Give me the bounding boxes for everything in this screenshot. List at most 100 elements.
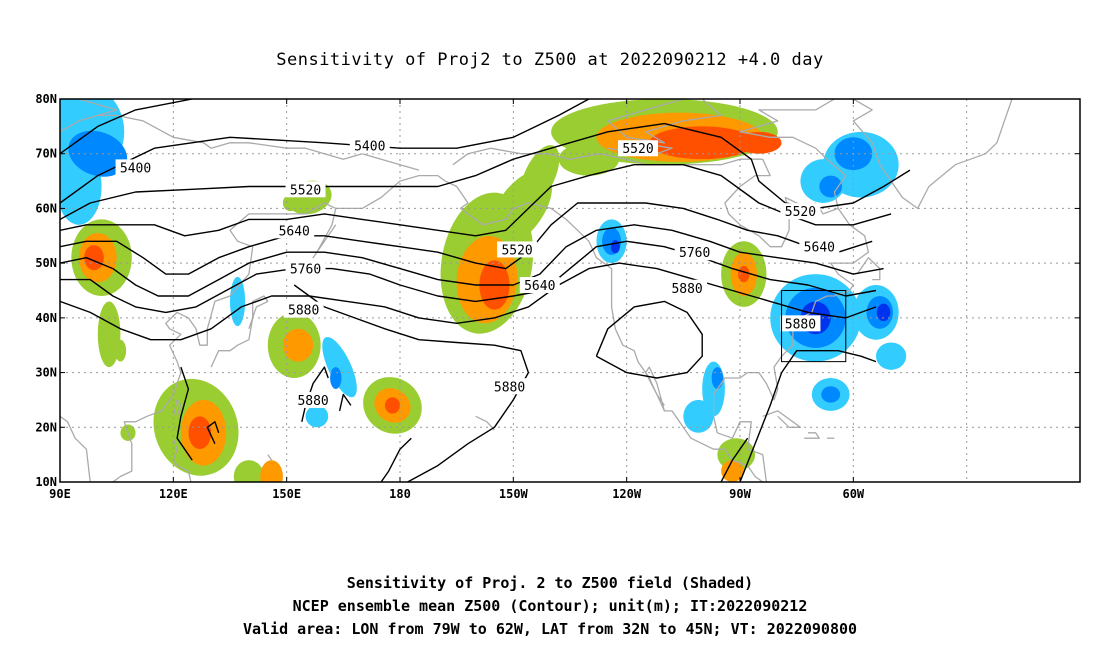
negative-sensitivity-blob [876,342,907,370]
negative-sensitivity-blob [322,336,357,398]
z500-contour-line [60,262,877,341]
sensitivity-shading [60,99,907,482]
positive-sensitivity-blob [114,339,127,362]
valid-area-rect [781,290,847,363]
contour-label: 5520 [501,243,532,258]
z500-contour-line [60,202,873,275]
positive-sensitivity-blob [649,126,756,160]
z500-contour-line [60,240,877,314]
negative-sensitivity-blob [305,405,329,428]
footer-line-2: NCEP ensemble mean Z500 (Contour); unit(… [292,597,808,615]
negative-sensitivity-blob [230,276,246,327]
lat-tick-label: 60N [35,201,57,215]
lat-tick-label: 80N [35,92,57,106]
lat-tick-label: 10N [35,475,57,489]
coastline [60,114,420,171]
positive-sensitivity-blob [282,328,314,362]
coastline [267,454,273,461]
lon-tick-label: 120E [159,487,188,501]
lon-tick-label: 90W [729,487,751,501]
contour-label-bg [274,222,315,239]
contour-label-bg [519,277,560,294]
positive-sensitivity-blob [721,460,744,482]
contour-label: 5880 [297,394,328,409]
map-title: Sensitivity of Proj2 to Z500 at 20220902… [276,50,824,70]
lon-tick-label: 60W [842,487,864,501]
contour-label-bg [285,181,326,198]
lon-tick-label: 180 [389,487,411,501]
contour-label-bg [667,279,708,296]
longitude-axis: 90E 120E 150E 180 150W 120W 90W 60W [49,99,865,501]
contour-label-bg [283,301,324,318]
coastline [78,99,118,117]
z500-contour-line [60,99,193,155]
negative-sensitivity-blob [876,303,891,322]
coastline [712,394,768,482]
contour-label: 5640 [804,241,835,256]
latitude-axis: 80N 70N 60N 50N 40N 30N 20N 10N [35,92,1080,489]
coastline [475,415,495,431]
positive-sensitivity-blob [84,245,104,271]
z500-contour-line [176,366,193,461]
contour-label-bg [285,260,326,277]
contour-label: 5520 [290,183,321,198]
plot-frame [59,98,1081,483]
negative-sensitivity-blob [819,175,843,198]
contour-label-bg [799,238,840,255]
positive-sensitivity-blob [260,460,283,482]
z500-contour-line [380,437,412,482]
coastline [644,366,666,412]
contour-label-bg [497,241,538,258]
contour-label-bg [293,391,334,408]
z500-contour-line [720,437,749,482]
contour-label-bg [674,244,715,261]
positive-sensitivity-blob [738,265,750,283]
lat-tick-label: 30N [35,366,57,380]
lon-tick-label: 150E [272,487,301,501]
lat-tick-label: 70N [35,147,57,161]
footer-line-3: Valid area: LON from 79W to 62W, LAT fro… [242,620,858,638]
coastline [172,399,182,417]
z500-contour-line [206,421,220,444]
coastline [335,174,446,210]
contour-label-bg [780,203,821,220]
z500-contour-line [595,300,703,379]
footer-line-1: Sensitivity of Proj. 2 to Z500 field (Sh… [346,574,754,592]
coastline [452,147,763,166]
contour-label: 5400 [354,140,385,155]
coastline [112,202,337,482]
contour-label: 5400 [120,161,151,176]
negative-sensitivity-blob [330,367,342,389]
z500-contour-line [739,350,877,482]
contour-label-bg [618,140,658,157]
contour-label: 5640 [524,279,555,294]
contour-label: 5880 [288,304,319,319]
z500-contour-line [293,284,530,482]
positive-sensitivity-blob [188,416,212,450]
coastline [856,257,881,281]
z500-contour-line [301,366,329,422]
coastline [852,99,1013,210]
z500-contour-line [60,164,892,237]
positive-sensitivity-blob [233,460,264,482]
coastline [60,415,91,482]
contour-label-bg [115,159,156,176]
contour-label: 5880 [785,317,816,332]
z500-contour-line [60,224,884,297]
contour-label: 5880 [671,282,702,297]
lon-tick-label: 120W [612,487,642,501]
lat-tick-label: 40N [35,311,57,325]
coastline [607,99,722,144]
contour-label-bg [349,137,390,154]
contour-label-bg [780,315,821,332]
positive-sensitivity-blob [558,142,620,176]
lat-tick-label: 20N [35,420,57,434]
coastline [172,437,192,482]
valid-area-box [781,290,847,363]
contour-label: 5760 [290,263,321,278]
z500-contour-line [338,393,352,412]
lat-tick-label: 50N [35,256,57,270]
coastline [762,410,802,428]
negative-sensitivity-blob [711,367,723,389]
